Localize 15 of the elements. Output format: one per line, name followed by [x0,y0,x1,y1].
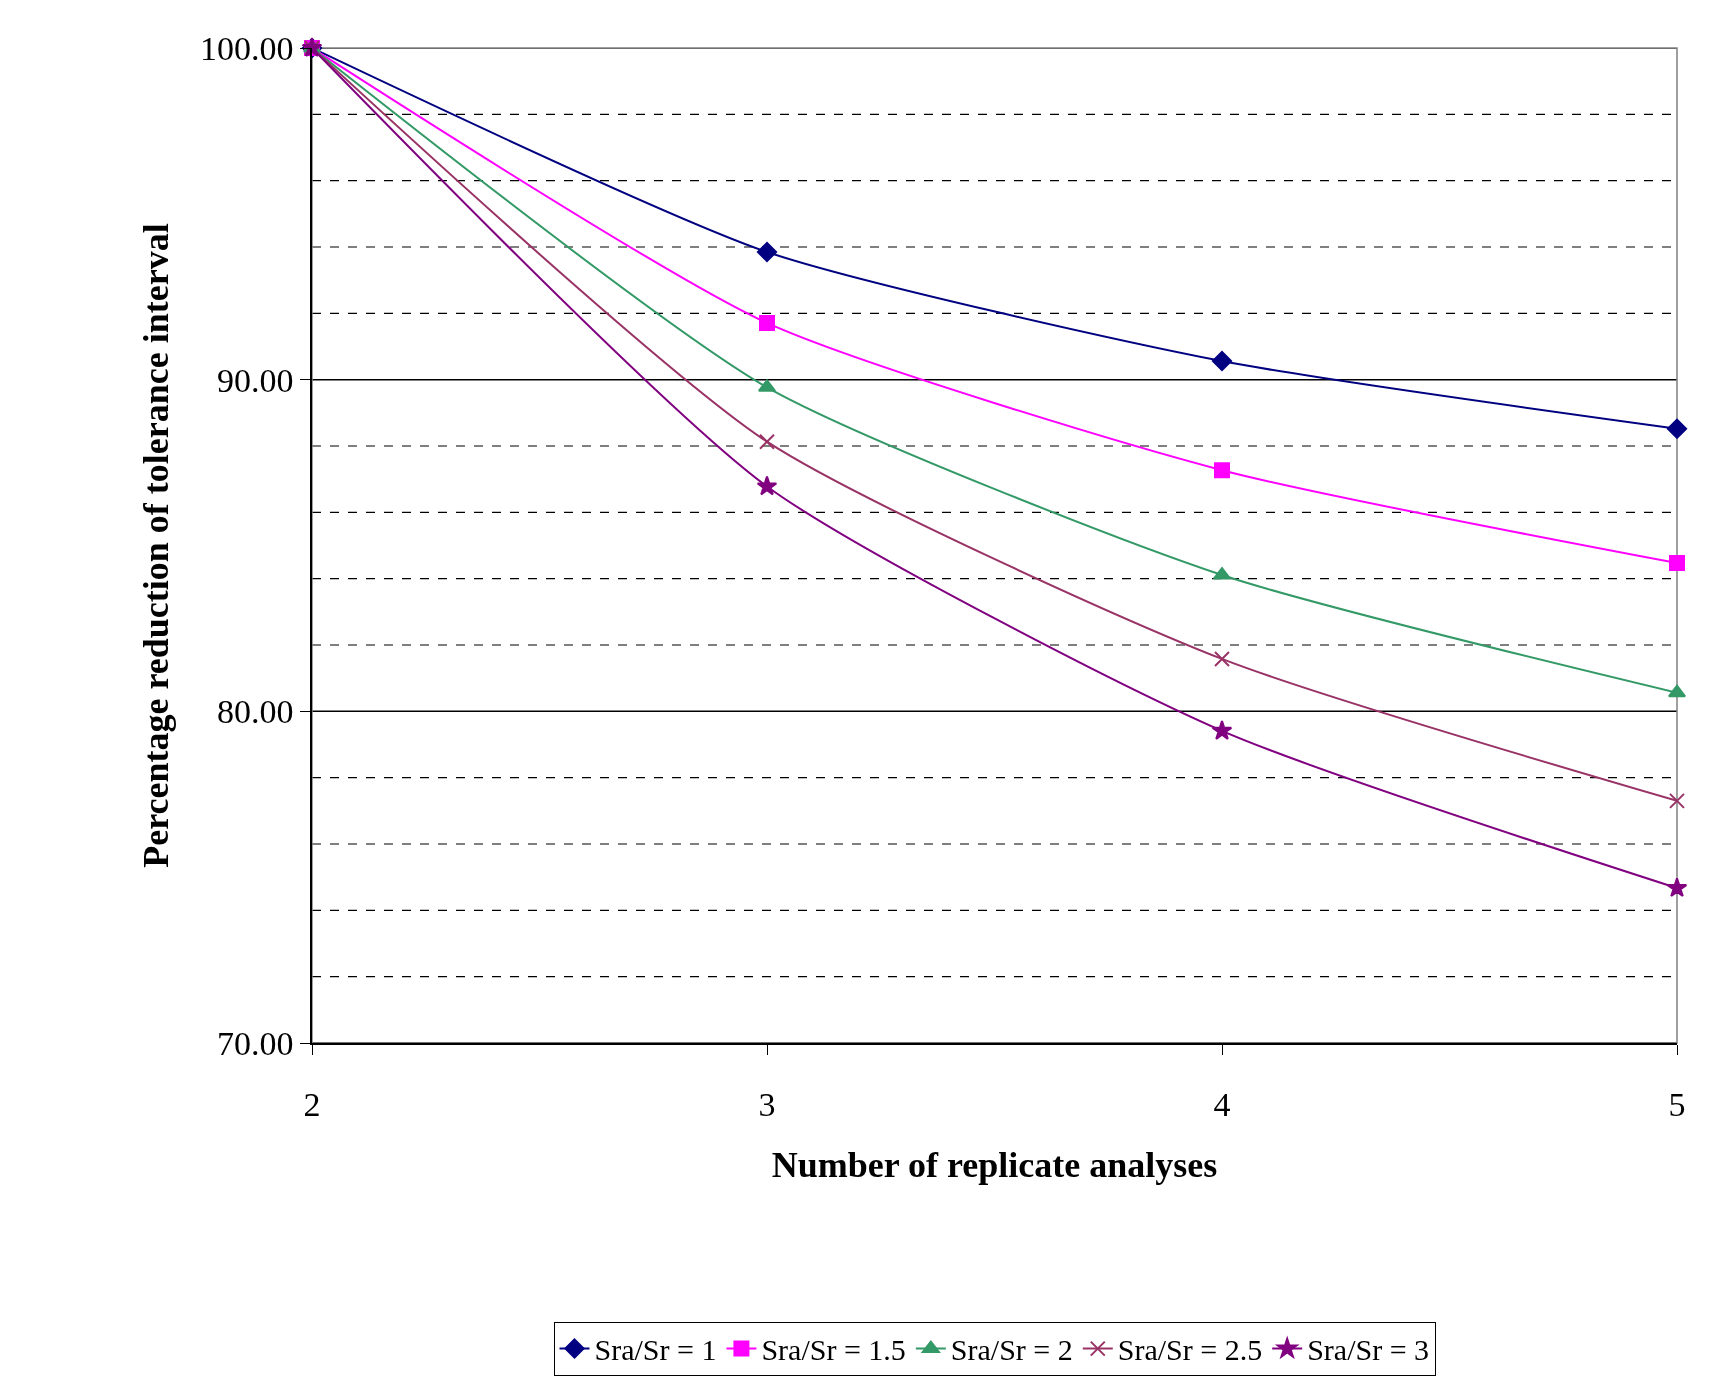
y-tick-label: 70.00 [216,1024,294,1062]
x-axis-title: Number of replicate analyses [771,1144,1218,1185]
legend-label: Sra/Sr = 3 [1307,1333,1430,1367]
legend-label: Sra/Sr = 1 [594,1333,717,1367]
y-tick-label: 100.00 [199,29,294,67]
legend-label: Sra/Sr = 2 [950,1333,1073,1367]
legend-label: Sra/Sr = 1.5 [761,1333,906,1367]
x-tick-label: 2 [303,1085,321,1123]
legend-label: Sra/Sr = 2.5 [1117,1333,1263,1367]
x-tick-label: 4 [1213,1085,1231,1123]
y-axis-title: Percentage reduction of tolerance interval [136,223,177,868]
x-tick-label: 3 [758,1085,776,1123]
y-tick-label: 80.00 [216,693,294,731]
x-tick-label: 5 [1668,1085,1686,1123]
y-tick-label: 90.00 [216,361,294,399]
